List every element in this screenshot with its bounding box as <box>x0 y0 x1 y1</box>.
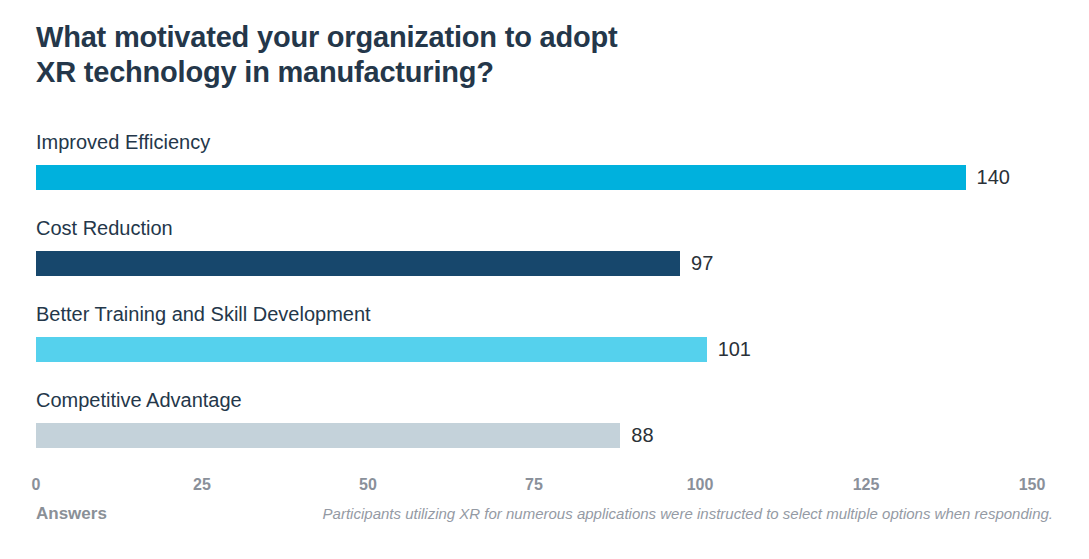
x-axis-tick: 75 <box>525 475 543 495</box>
bar-row: Improved Efficiency 140 <box>36 131 1032 190</box>
chart-container: What motivated your organization to adop… <box>0 0 1089 559</box>
bar-line: 140 <box>36 165 1032 190</box>
bar-row: Cost Reduction 97 <box>36 217 1032 276</box>
plot-area: Improved Efficiency 140 Cost Reduction 9… <box>36 131 1032 448</box>
x-axis-title: Answers <box>36 504 107 524</box>
x-axis-tick: 125 <box>853 475 880 495</box>
bar-value: 101 <box>718 338 751 361</box>
x-axis: 0255075100125150 <box>36 475 1032 495</box>
bar <box>36 423 620 448</box>
chart-footnote: Participants utilizing XR for numerous a… <box>323 505 1053 522</box>
bar-line: 88 <box>36 423 1032 448</box>
bar-label: Better Training and Skill Development <box>36 303 1032 325</box>
bar-value: 97 <box>691 252 713 275</box>
bar-row: Competitive Advantage 88 <box>36 389 1032 448</box>
bar-line: 97 <box>36 251 1032 276</box>
bar <box>36 251 680 276</box>
chart-title-line-1: What motivated your organization to adop… <box>36 21 617 53</box>
bar-label: Improved Efficiency <box>36 131 1032 153</box>
chart-footer: Answers Participants utilizing XR for nu… <box>36 504 1053 524</box>
x-axis-tick: 0 <box>32 475 41 495</box>
x-axis-tick: 100 <box>687 475 714 495</box>
chart-title-line-2: XR technology in manufacturing? <box>36 56 494 88</box>
bar <box>36 165 966 190</box>
chart-title: What motivated your organization to adop… <box>36 20 796 91</box>
x-axis-tick: 150 <box>1019 475 1046 495</box>
bar-line: 101 <box>36 337 1032 362</box>
x-axis-tick: 25 <box>193 475 211 495</box>
bar-value: 140 <box>977 166 1010 189</box>
bar-label: Competitive Advantage <box>36 389 1032 411</box>
bar <box>36 337 707 362</box>
x-axis-tick: 50 <box>359 475 377 495</box>
bar-row: Better Training and Skill Development 10… <box>36 303 1032 362</box>
bar-label: Cost Reduction <box>36 217 1032 239</box>
bar-value: 88 <box>631 424 653 447</box>
